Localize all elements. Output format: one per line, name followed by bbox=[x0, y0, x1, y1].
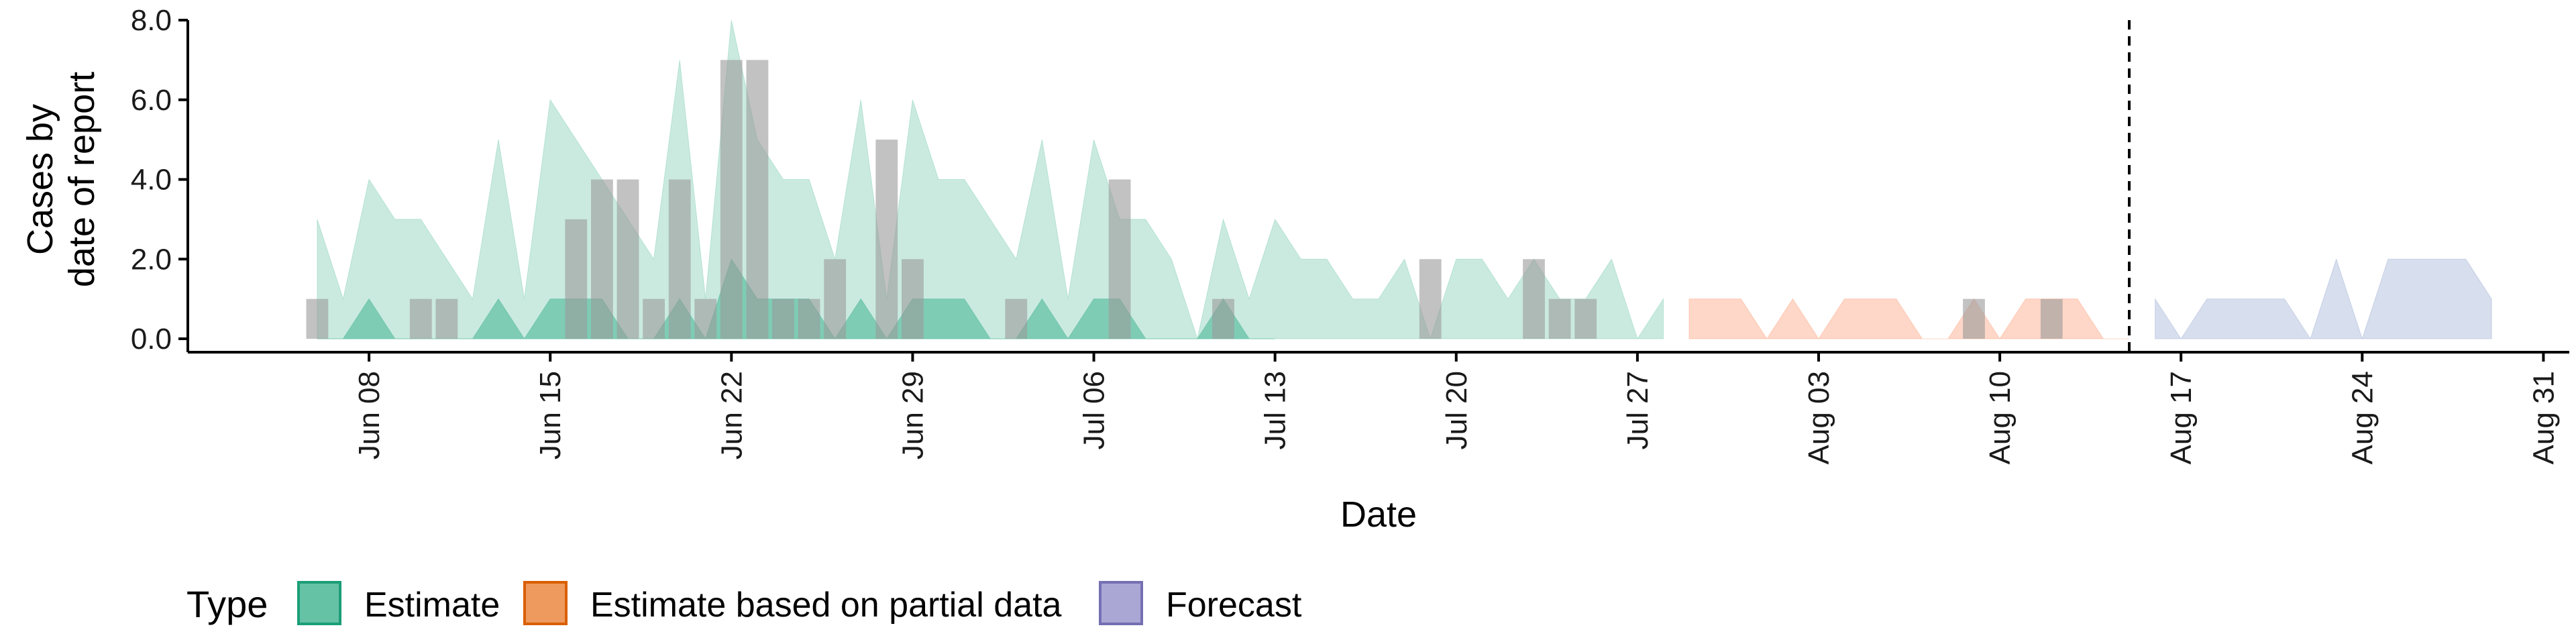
observed-bar bbox=[1005, 299, 1028, 339]
observed-bar bbox=[306, 299, 329, 339]
observed-bar bbox=[1574, 299, 1597, 339]
y-tick-label: 2.0 bbox=[131, 243, 172, 276]
observed-bar bbox=[1963, 299, 1985, 339]
y-tick-label: 8.0 bbox=[131, 4, 172, 37]
observed-bar bbox=[616, 179, 639, 339]
observed-bar bbox=[1419, 259, 1442, 339]
legend-items: Estimate Estimate based on partial data Fo… bbox=[297, 581, 1302, 625]
y-axis-title: Cases by date of report bbox=[20, 72, 102, 287]
legend-swatch-estimate bbox=[297, 581, 341, 625]
observed-bar bbox=[902, 259, 924, 339]
observed-bar bbox=[694, 299, 717, 339]
x-tick-label: Jun 15 bbox=[534, 371, 567, 460]
legend: Type Estimate Estimate based on partial d… bbox=[186, 581, 1302, 625]
y-axis-title-line-1: Cases by bbox=[20, 104, 60, 255]
y-tick-label: 6.0 bbox=[131, 84, 172, 117]
legend-swatch-forecast bbox=[1099, 581, 1143, 625]
x-tick-label: Aug 24 bbox=[2346, 371, 2379, 464]
observed-bar bbox=[1523, 259, 1545, 339]
legend-label: Forecast bbox=[1166, 586, 1302, 625]
y-tick-label: 4.0 bbox=[131, 164, 172, 197]
x-axis-title: Date bbox=[1340, 494, 1417, 535]
observed-bar bbox=[668, 179, 691, 339]
observed-bar bbox=[798, 299, 820, 339]
x-tick-label: Aug 10 bbox=[1984, 371, 2017, 464]
observed-bar bbox=[1212, 299, 1234, 339]
observed-bar bbox=[875, 140, 898, 339]
observed-bar bbox=[720, 60, 743, 339]
observed-bar bbox=[591, 179, 613, 339]
observed-bar bbox=[409, 299, 432, 339]
observed-bar bbox=[824, 259, 847, 339]
x-tick-label: Aug 03 bbox=[1803, 371, 1835, 464]
y-axis-title-line-2: date of report bbox=[62, 72, 102, 287]
band-forecast-outer-band bbox=[2155, 258, 2492, 340]
x-tick-label: Jun 29 bbox=[896, 371, 929, 460]
x-tick-label: Jun 08 bbox=[353, 371, 386, 460]
observed-bar bbox=[1548, 299, 1571, 339]
legend-swatch-estimate-based-on-partial-data bbox=[523, 581, 568, 625]
observed-bar bbox=[565, 219, 588, 339]
observed-bar bbox=[772, 299, 794, 339]
legend-label: Estimate based on partial data bbox=[590, 586, 1062, 625]
observed-bar bbox=[643, 299, 665, 339]
x-tick-label: Jul 20 bbox=[1440, 371, 1473, 449]
observed-bars-layer bbox=[306, 60, 2063, 339]
x-tick-label: Jul 13 bbox=[1259, 371, 1292, 449]
x-axis-ticks: Jun 08 Jun 15 Jun 22 Jun 29 Jul 06 Jul 13 Jul … bbox=[353, 352, 2560, 464]
observed-bar bbox=[1108, 179, 1131, 339]
legend-title: Type bbox=[186, 583, 268, 625]
legend-label: Estimate bbox=[364, 586, 500, 625]
band-layer bbox=[317, 19, 2492, 340]
band-estimate-based-on-partial-data-outer-band bbox=[1688, 298, 2129, 339]
x-tick-label: Aug 17 bbox=[2165, 371, 2198, 464]
observed-bar bbox=[2040, 299, 2063, 339]
band-estimate-outer-band bbox=[317, 19, 1664, 340]
x-tick-label: Aug 31 bbox=[2527, 371, 2560, 464]
x-tick-label: Jul 06 bbox=[1078, 371, 1111, 449]
observed-bar bbox=[435, 299, 458, 339]
observed-bar bbox=[746, 60, 769, 339]
x-tick-label: Jun 22 bbox=[715, 371, 748, 460]
y-axis-ticks: 0.0 2.0 4.0 6.0 8.0 bbox=[131, 4, 188, 356]
y-tick-label: 0.0 bbox=[131, 323, 172, 356]
x-tick-label: Jul 27 bbox=[1621, 371, 1654, 449]
